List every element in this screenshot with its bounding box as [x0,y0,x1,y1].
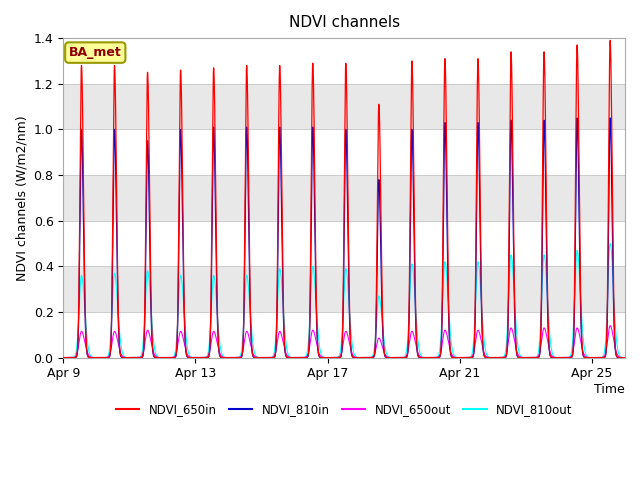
NDVI_650in [399,355,407,360]
NDVI_810in [585,355,593,360]
Line: NDVI_810in: NDVI_810in [63,118,625,358]
NDVI_650in [461,355,469,360]
NDVI_810out [60,355,67,360]
Bar [63,130,625,175]
NDVI_650out [325,355,333,360]
NDVI_810in [399,355,407,360]
NDVI_810out [325,355,333,360]
NDVI_650in [60,355,67,360]
NDVI_650out [60,355,67,360]
Bar [63,221,625,266]
NDVI_810out [399,355,407,360]
Bar [63,84,625,130]
NDVI_810out [461,355,469,360]
NDVI_650out [621,355,629,360]
NDVI_650out [420,355,428,360]
NDVI_650out [606,323,614,328]
NDVI_810out [420,355,428,360]
Bar [63,266,625,312]
NDVI_650out [200,355,207,360]
Bar [63,175,625,221]
NDVI_650out [461,355,469,360]
NDVI_650in [200,355,207,360]
Legend: NDVI_650in, NDVI_810in, NDVI_650out, NDVI_810out: NDVI_650in, NDVI_810in, NDVI_650out, NDV… [111,399,577,421]
NDVI_810out [606,240,614,246]
NDVI_650in [585,355,593,360]
NDVI_810in [200,355,207,360]
NDVI_810out [585,354,593,360]
NDVI_650out [585,355,593,360]
NDVI_650in [325,355,333,360]
Text: BA_met: BA_met [69,46,122,59]
NDVI_810out [621,355,629,360]
Line: NDVI_650in: NDVI_650in [63,40,625,358]
NDVI_810in [60,355,67,360]
NDVI_650in [420,355,428,360]
NDVI_810in [621,355,629,360]
NDVI_650out [399,355,407,360]
Bar [63,312,625,358]
NDVI_650in [621,355,629,360]
NDVI_810out [200,355,207,360]
NDVI_650in [606,37,614,43]
NDVI_810in [573,115,581,121]
Line: NDVI_810out: NDVI_810out [63,243,625,358]
NDVI_810in [420,355,428,360]
Line: NDVI_650out: NDVI_650out [63,325,625,358]
NDVI_810in [325,355,333,360]
Title: NDVI channels: NDVI channels [289,15,400,30]
Bar [63,38,625,84]
NDVI_810in [461,355,469,360]
Y-axis label: NDVI channels (W/m2/nm): NDVI channels (W/m2/nm) [15,115,28,281]
X-axis label: Time: Time [595,383,625,396]
